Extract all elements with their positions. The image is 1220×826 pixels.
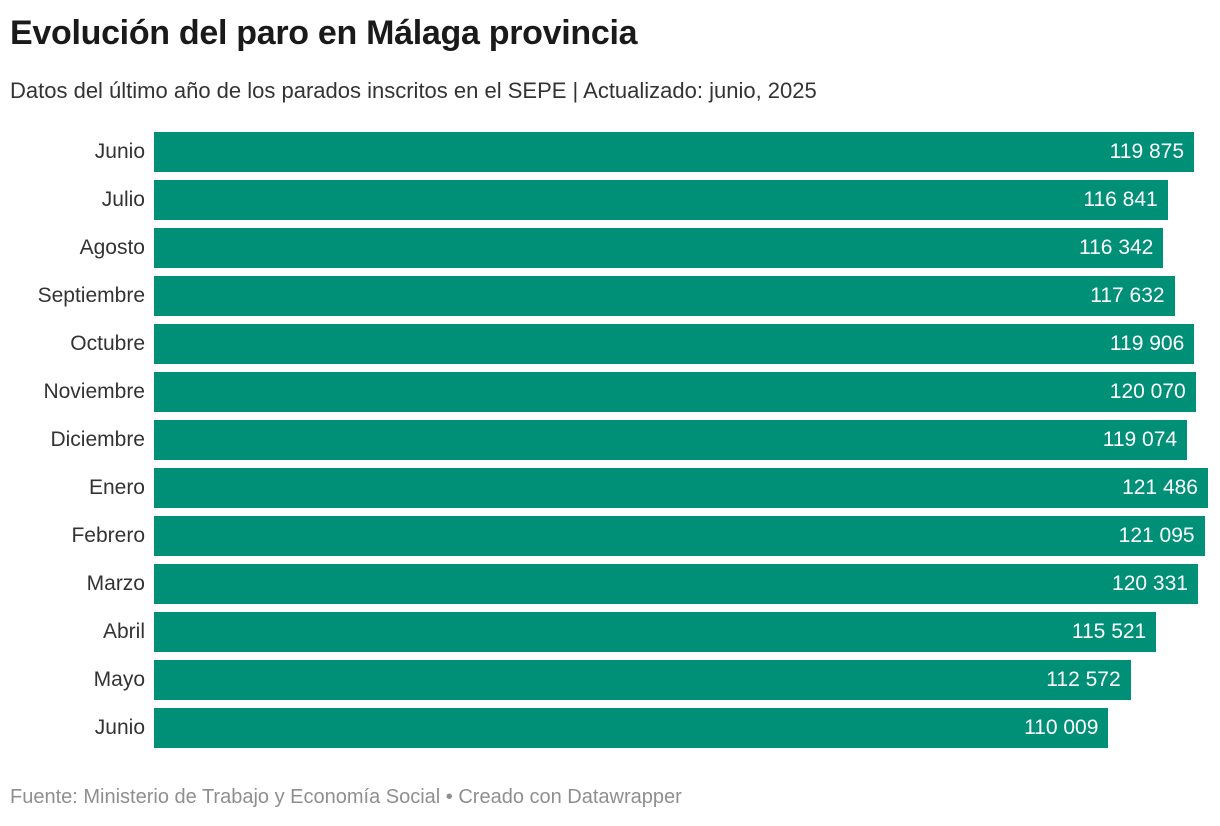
category-label: Diciembre [50, 428, 145, 451]
bar-row: Septiembre 117 632 [10, 276, 1208, 316]
bar-row: Enero 121 486 [10, 468, 1208, 508]
bar: 116 342 [154, 228, 1164, 268]
bar-track: 119 074 [154, 420, 1208, 460]
source-text: Fuente: Ministerio de Trabajo y Economía… [10, 786, 441, 808]
bar: 115 521 [154, 612, 1157, 652]
value-label: 121 095 [1118, 524, 1195, 547]
category-label: Julio [101, 188, 145, 211]
bar-track: 116 342 [154, 228, 1208, 268]
bar-row: Mayo 112 572 [10, 660, 1208, 700]
bar-track: 121 095 [154, 516, 1208, 556]
value-label: 116 841 [1083, 188, 1158, 211]
bar-track: 120 331 [154, 564, 1208, 604]
bar-track: 115 521 [154, 612, 1208, 652]
page-subtitle: Datos del último año de los parados insc… [10, 78, 817, 103]
bar: 119 074 [154, 420, 1188, 460]
value-label: 119 906 [1109, 332, 1185, 355]
bar: 121 095 [154, 516, 1205, 556]
bar: 119 875 [154, 132, 1195, 172]
bar-row: Abril 115 521 [10, 612, 1208, 652]
value-label: 110 009 [1024, 716, 1099, 739]
bar: 120 070 [154, 372, 1196, 412]
category-label: Abril [102, 620, 145, 643]
bar-track: 121 486 [154, 468, 1208, 508]
bar-row: Diciembre 119 074 [10, 420, 1208, 460]
category-label: Enero [88, 476, 145, 499]
bar-row: Junio 110 009 [10, 708, 1208, 748]
value-label: 120 331 [1112, 572, 1188, 595]
datawrapper-attribution-link[interactable]: Creado con Datawrapper [458, 786, 682, 808]
category-label: Junio [94, 716, 145, 739]
category-label: Agosto [79, 236, 145, 259]
bar: 120 331 [154, 564, 1198, 604]
bar-row: Febrero 121 095 [10, 516, 1208, 556]
category-label: Mayo [93, 668, 145, 691]
bar-track: 110 009 [154, 708, 1208, 748]
page-title: Evolución del paro en Málaga provincia [10, 14, 638, 52]
bar-track: 119 906 [154, 324, 1208, 364]
category-label: Noviembre [43, 380, 145, 403]
category-label: Junio [94, 140, 145, 163]
bar-row: Agosto 116 342 [10, 228, 1208, 268]
bar: 117 632 [154, 276, 1175, 316]
value-label: 121 486 [1122, 476, 1198, 499]
bar: 110 009 [154, 708, 1109, 748]
value-label: 112 572 [1046, 668, 1121, 691]
value-label: 119 074 [1102, 428, 1178, 451]
bar-track: 119 875 [154, 132, 1208, 172]
value-label: 117 632 [1090, 284, 1165, 307]
bar-track: 120 070 [154, 372, 1208, 412]
value-label: 119 875 [1109, 140, 1185, 163]
bar: 112 572 [154, 660, 1131, 700]
category-label: Septiembre [37, 284, 145, 307]
bar-row: Octubre 119 906 [10, 324, 1208, 364]
category-label: Febrero [71, 524, 145, 547]
bar: 119 906 [154, 324, 1195, 364]
category-label: Marzo [86, 572, 145, 595]
chart-footer: Fuente: Ministerio de Trabajo y Economía… [10, 784, 1208, 810]
bar-track: 117 632 [154, 276, 1208, 316]
value-label: 115 521 [1071, 620, 1147, 643]
value-label: 116 342 [1079, 236, 1154, 259]
bar: 116 841 [154, 180, 1168, 220]
bar-track: 116 841 [154, 180, 1208, 220]
bar-row: Julio 116 841 [10, 180, 1208, 220]
bar-row: Marzo 120 331 [10, 564, 1208, 604]
bar-track: 112 572 [154, 660, 1208, 700]
bar-row: Junio 119 875 [10, 132, 1208, 172]
bar-row: Noviembre 120 070 [10, 372, 1208, 412]
bar-chart: Junio 119 875 Julio 116 841 Agosto 116 3… [10, 132, 1208, 748]
value-label: 120 070 [1109, 380, 1186, 403]
footer-separator: • [440, 786, 459, 808]
category-label: Octubre [70, 332, 145, 355]
bar: 121 486 [154, 468, 1208, 508]
